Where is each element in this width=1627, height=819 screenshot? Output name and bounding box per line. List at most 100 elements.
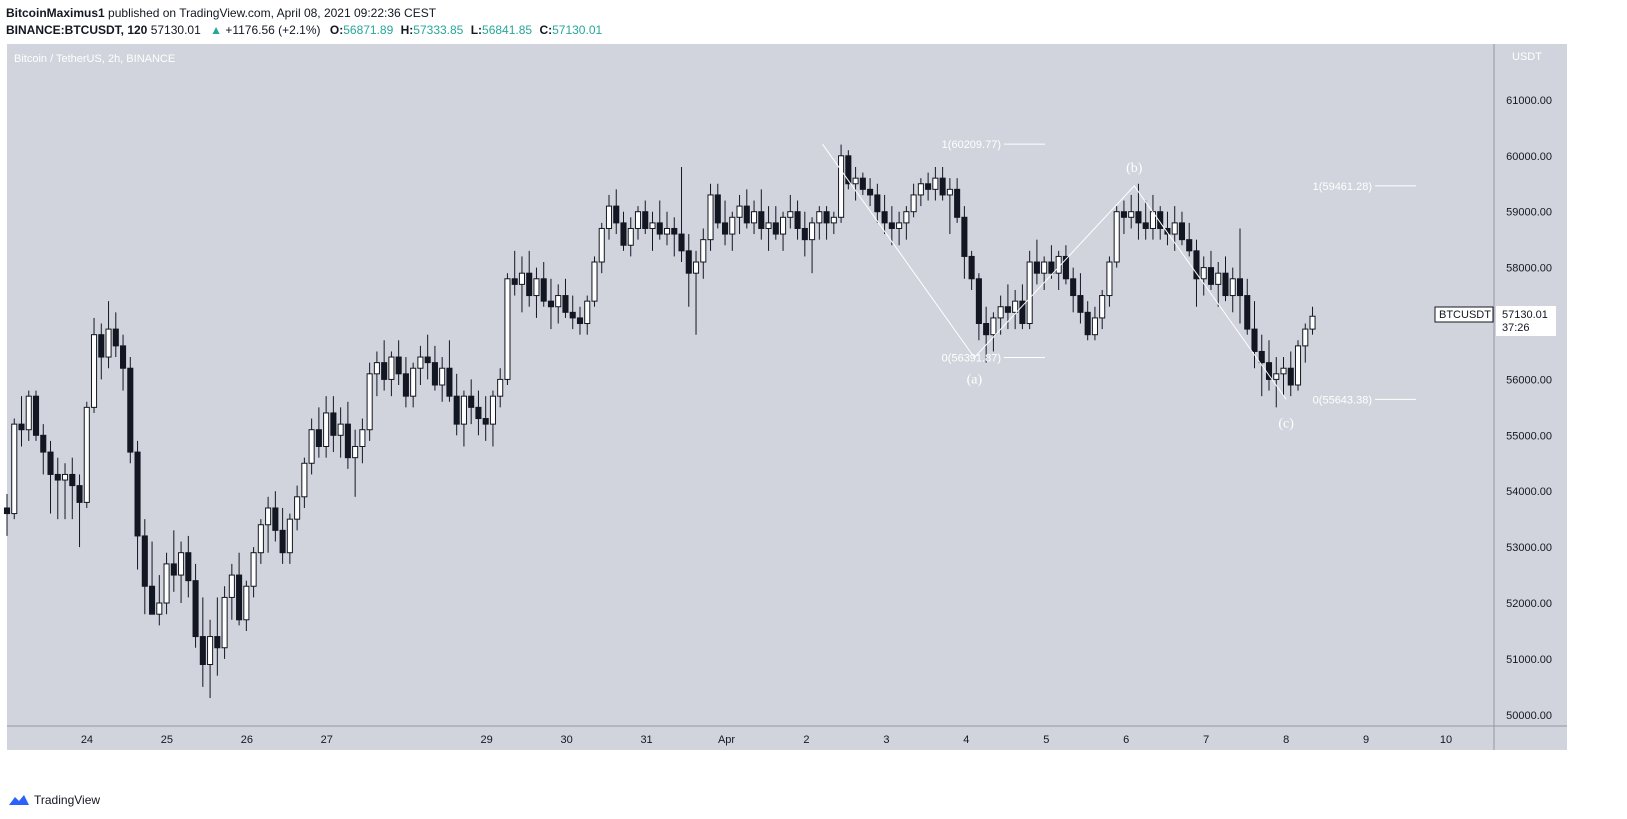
candle <box>192 563 199 648</box>
candle <box>279 507 286 564</box>
candle <box>1280 357 1287 397</box>
candle <box>228 563 235 620</box>
candle-body-up <box>896 222 903 229</box>
wave-path[interactable] <box>822 143 1287 400</box>
candle-body-up <box>1128 211 1135 218</box>
candle <box>540 262 547 307</box>
candle-body-up <box>852 177 859 185</box>
candle <box>1294 340 1302 391</box>
candle-body-down <box>642 211 649 229</box>
candle <box>721 200 729 246</box>
candle-body-up <box>809 222 816 241</box>
candle <box>431 345 438 391</box>
candle-body-up <box>257 524 264 554</box>
candle <box>453 373 460 436</box>
candle <box>149 541 156 615</box>
candle-body-up <box>533 278 540 297</box>
candle-body-down <box>315 429 322 447</box>
candle <box>11 418 18 520</box>
candle-body-down <box>98 334 105 358</box>
candle <box>562 278 569 318</box>
candle-body-down <box>330 412 337 436</box>
candle-body-down <box>127 367 134 453</box>
candle <box>584 295 591 335</box>
change-value: +1176.56 (+2.1%) <box>225 23 321 37</box>
x-tick-label: 26 <box>241 734 253 746</box>
candle-body-down <box>1244 295 1251 330</box>
candle <box>758 189 765 240</box>
candle-body-up <box>1215 272 1222 285</box>
candle-body-up <box>649 222 656 229</box>
candle <box>983 306 990 363</box>
candle-body-down <box>845 155 852 185</box>
candle-body-down <box>714 194 721 224</box>
candle <box>663 211 671 246</box>
candle-body-up <box>1091 317 1098 336</box>
candle <box>504 273 511 385</box>
candle <box>1251 301 1258 369</box>
candle-body-down <box>32 395 40 436</box>
candles-group <box>3 144 1316 699</box>
candle-body-down <box>185 552 192 582</box>
y-tick-label: 50000.00 <box>1506 710 1552 722</box>
candle-body-up <box>780 216 787 235</box>
candle <box>932 166 939 201</box>
candle <box>330 396 337 453</box>
candle-body-up <box>1113 211 1120 263</box>
x-tick-label: 3 <box>883 734 889 746</box>
author-name[interactable]: BitcoinMaximus1 <box>6 6 105 20</box>
candle <box>323 396 330 458</box>
candle-body-up <box>1106 261 1113 297</box>
candle <box>1106 256 1113 307</box>
candle-body-down <box>453 395 460 425</box>
candle-body-up <box>352 445 359 459</box>
candle <box>975 273 982 341</box>
candle-body-up <box>1099 295 1106 319</box>
candle-body-up <box>221 596 228 649</box>
candle <box>634 206 642 240</box>
candle <box>1215 262 1222 307</box>
candle-body-up <box>417 356 424 369</box>
price-axis[interactable] <box>1494 44 1567 726</box>
plot-area[interactable] <box>7 44 1494 726</box>
candle-body-down <box>76 485 83 503</box>
candle <box>1142 200 1149 240</box>
candle <box>1120 200 1127 235</box>
chart-header: BitcoinMaximus1 published on TradingView… <box>6 5 1616 39</box>
candle <box>569 295 576 330</box>
candle <box>1012 289 1019 330</box>
wave-label-c: (c) <box>1278 416 1294 431</box>
candle-body-up <box>1026 261 1033 325</box>
candle <box>344 401 351 469</box>
close-label: C: <box>539 23 553 37</box>
candle <box>257 519 264 564</box>
tradingview-logo[interactable]: TradingView <box>8 791 100 809</box>
candle-body-down <box>424 356 431 364</box>
candle-body-up <box>830 216 837 224</box>
candle <box>1244 278 1251 335</box>
candle-body-up <box>555 295 562 308</box>
candle <box>656 200 663 240</box>
ohlc-line: BINANCE:BTCUSDT, 120 57130.01 ▲ +1176.56… <box>6 22 1616 39</box>
candle-body-down <box>192 580 199 638</box>
candle-body-up <box>816 211 823 224</box>
candle-body-down <box>801 227 808 241</box>
candle <box>823 206 830 240</box>
candle-body-down <box>1186 239 1193 252</box>
candle <box>518 256 525 313</box>
fib-upper-bottom-label: 0(55643.38) <box>1313 394 1372 406</box>
candle-body-up <box>489 395 496 425</box>
candle-body-down <box>939 177 946 196</box>
x-tick-label: Apr <box>718 734 735 746</box>
x-tick-label: 25 <box>161 734 173 746</box>
candle <box>301 457 308 508</box>
candle-body-up <box>301 462 308 498</box>
candle-body-up <box>366 373 373 431</box>
candle <box>555 284 562 324</box>
candle-body-up <box>838 155 845 218</box>
candle-body-down <box>1048 261 1055 274</box>
time-axis[interactable] <box>7 726 1494 750</box>
candle-body-down <box>656 222 663 235</box>
candle-body-up <box>156 602 163 615</box>
